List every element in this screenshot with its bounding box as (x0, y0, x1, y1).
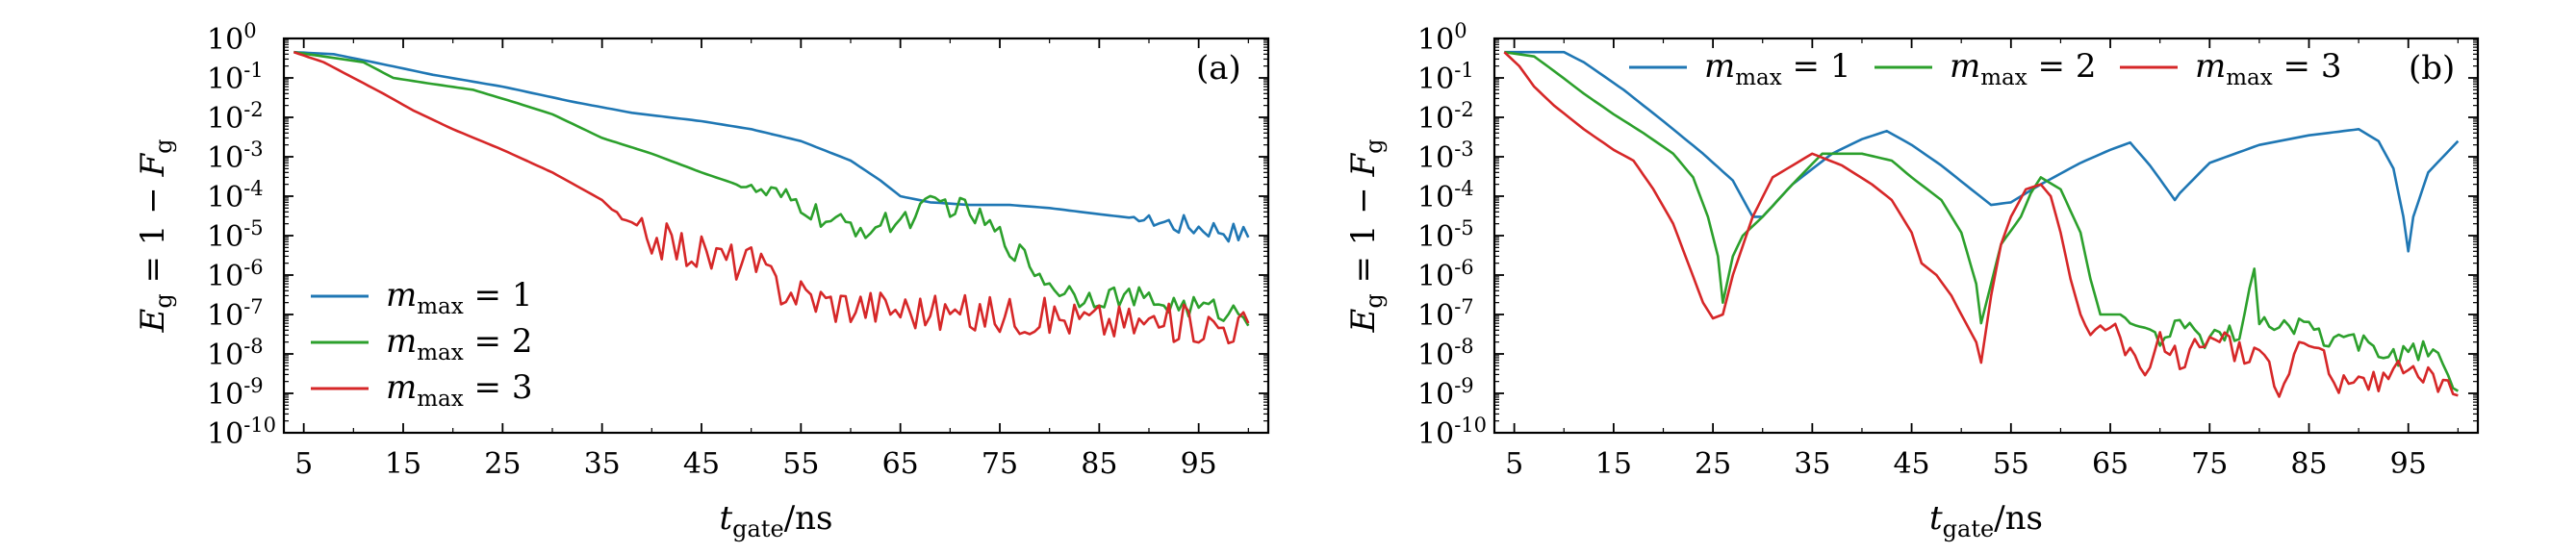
y-tick-label: 10-1 (207, 59, 264, 96)
legend: mmax = 1 mmax = 2 mmax = 3 (1629, 47, 2342, 90)
y-tick-label: 10-8 (1417, 335, 1474, 372)
panel-a: 10010-110-210-310-410-510-610-710-810-91… (134, 19, 1270, 542)
y-tick-label: 10-5 (1417, 216, 1474, 254)
y-tick-label: 10-6 (1417, 256, 1474, 293)
y-tick-label: 10-7 (1417, 295, 1474, 333)
x-tick-label: 35 (584, 447, 621, 481)
series-line-m1 (1504, 50, 2460, 253)
y-tick-label: 10-6 (207, 256, 264, 293)
series-line-m1 (293, 50, 1250, 243)
series-line-m3 (1503, 51, 2459, 398)
x-tick-label: 5 (294, 447, 313, 481)
series-line-m2 (293, 50, 1250, 327)
x-tick-label: 15 (1595, 447, 1632, 481)
panel-b: 10010-110-210-310-410-510-610-710-810-91… (1344, 19, 2480, 542)
y-tick-label: 100 (207, 19, 257, 57)
x-tick-label: 75 (2191, 447, 2228, 481)
y-tick-label: 100 (1417, 19, 1467, 57)
y-tick-label: 10-1 (1417, 59, 1474, 96)
x-tick-label: 45 (1893, 447, 1929, 481)
y-tick-label: 10-3 (207, 138, 264, 175)
x-tick-label: 35 (1794, 447, 1830, 481)
legend-label-m3: mmax = 3 (2195, 47, 2342, 90)
y-tick-label: 10-4 (1417, 177, 1474, 214)
series-line-m3 (293, 50, 1250, 345)
x-tick-label: 65 (882, 447, 919, 481)
y-tick-label: 10-9 (1417, 374, 1474, 412)
series-line-m2 (1504, 50, 2460, 392)
legend-label-m2: mmax = 2 (386, 322, 533, 365)
x-tick-label: 5 (1505, 447, 1523, 481)
x-tick-label: 95 (1181, 447, 1217, 481)
x-tick-label: 85 (2290, 447, 2327, 481)
y-tick-label: 10-8 (207, 335, 264, 372)
y-tick-label: 10-10 (1417, 414, 1487, 451)
x-tick-label: 15 (385, 447, 421, 481)
legend-label-m1: mmax = 1 (1704, 47, 1851, 90)
x-tick-label: 75 (982, 447, 1018, 481)
panel-label: (a) (1196, 49, 1241, 88)
y-tick-label: 10-2 (207, 98, 264, 136)
x-tick-label: 85 (1081, 447, 1117, 481)
series-group (293, 50, 1250, 345)
legend-label-m2: mmax = 2 (1950, 47, 2097, 90)
x-tick-label: 95 (2390, 447, 2427, 481)
y-tick-label: 10-2 (1417, 98, 1474, 136)
x-tick-label: 55 (1993, 447, 2029, 481)
y-tick-label: 10-7 (207, 295, 264, 333)
x-tick-label: 55 (782, 447, 819, 481)
series-group (1503, 50, 2460, 398)
y-axis-label: Eg = 1 − Fg (134, 138, 177, 333)
x-axis-label: tgate/ns (719, 499, 832, 542)
x-axis-label: tgate/ns (1929, 499, 2043, 542)
y-tick-label: 10-5 (207, 216, 264, 254)
plot-frame (282, 37, 1270, 435)
y-tick-label: 10-4 (207, 177, 264, 214)
plot-frame (1492, 37, 2480, 435)
x-tick-label: 25 (1695, 447, 1731, 481)
y-axis-label: Eg = 1 − Fg (1344, 138, 1388, 333)
y-tick-label: 10-3 (1417, 138, 1474, 175)
legend-label-m1: mmax = 1 (386, 276, 533, 319)
y-tick-label: 10-9 (207, 374, 264, 412)
x-tick-label: 25 (484, 447, 521, 481)
x-tick-label: 65 (2092, 447, 2129, 481)
x-tick-label: 45 (683, 447, 720, 481)
y-tick-label: 10-10 (207, 414, 276, 451)
legend-label-m3: mmax = 3 (386, 368, 533, 412)
panel-label: (b) (2409, 49, 2455, 88)
